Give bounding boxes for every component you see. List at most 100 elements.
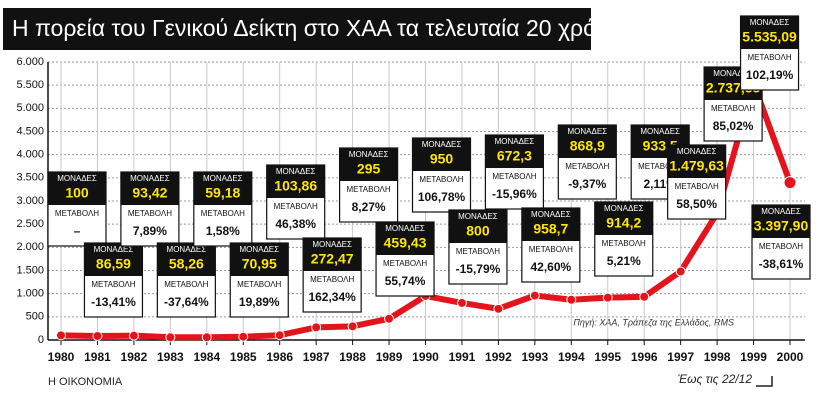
- value-label: 100: [65, 185, 89, 201]
- point: [238, 331, 249, 342]
- change-label: 42,60%: [530, 260, 571, 274]
- value-box-header: [266, 165, 325, 198]
- point: [493, 303, 504, 314]
- value-label: 103,86: [274, 178, 317, 194]
- value-box: ΜΟΝΑΔΕΣ 103,86 ΜΕΤΑΒΟΛΗ 46,38%: [266, 164, 326, 240]
- change-name: ΜΕΤΑΒΟΛΗ: [55, 209, 99, 218]
- value-box: ΜΟΝΑΔΕΣ 3.397,90 ΜΕΤΑΒΟΛΗ -38,61%: [751, 204, 811, 280]
- y-tick-label: 3.500: [16, 172, 44, 184]
- value-box-header: [485, 135, 544, 168]
- point: [92, 330, 103, 341]
- change-label: -38,61%: [759, 257, 804, 271]
- x-tick-label: 1999: [740, 350, 767, 364]
- value-label: 950: [430, 151, 454, 167]
- value-box-header: [448, 210, 507, 243]
- value-label: 459,43: [384, 235, 427, 251]
- y-tick-label: 3.000: [16, 195, 44, 207]
- point: [384, 313, 395, 324]
- change-name: ΜΕΤΑΒΟΛΗ: [274, 202, 318, 211]
- x-tick-label: 1982: [121, 350, 148, 364]
- source: Πηγή: ΧΑΑ, Τράπεζα της Ελλάδος, RMS: [573, 317, 734, 327]
- units-label: ΜΟΝΑΔΕΣ: [567, 127, 607, 136]
- value-box: ΜΟΝΑΔΕΣ 295 ΜΕΤΑΒΟΛΗ 8,27%: [339, 147, 399, 223]
- value-label: 93,42: [132, 185, 167, 201]
- change-label: 8,27%: [352, 200, 386, 214]
- change-name: ΜΕΤΑΒΟΛΗ: [675, 182, 719, 191]
- x-tick-label: 1984: [193, 350, 220, 364]
- y-tick-label: 1.500: [16, 264, 44, 276]
- chart-title: Η πορεία του Γενικού Δείκτη στο ΧΑΑ τα τ…: [12, 15, 626, 41]
- change-label: -15,79%: [456, 262, 501, 276]
- value-box-header: [339, 148, 398, 181]
- value-label: 86,59: [96, 256, 131, 272]
- units-label: ΜΟΝΑΔΕΣ: [640, 127, 680, 136]
- change-label: 106,78%: [418, 190, 466, 204]
- point: [201, 332, 212, 343]
- units-label: ΜΟΝΑΔΕΣ: [713, 69, 753, 78]
- y-tick-label: 2.500: [16, 218, 44, 230]
- change-label: –: [74, 224, 81, 238]
- value-box: ΜΟΝΑΔΕΣ 958,7 ΜΕΤΑΒΟΛΗ 42,60%: [521, 207, 581, 283]
- date-note: Έως τις 22/12: [678, 372, 753, 386]
- x-tick-label: 1981: [84, 350, 111, 364]
- change-label: 1,58%: [206, 224, 240, 238]
- units-label: ΜΟΝΑΔΕΣ: [349, 150, 389, 159]
- x-tick-label: 1994: [558, 350, 585, 364]
- point: [602, 292, 613, 303]
- value-box: ΜΟΝΑΔΕΣ 5.535,09 ΜΕΤΑΒΟΛΗ 102,19%: [739, 15, 800, 91]
- change-name: ΜΕΤΑΒΟΛΗ: [456, 247, 500, 256]
- value-label: 272,47: [311, 251, 354, 267]
- units-label: ΜΟΝΑΔΕΣ: [458, 212, 498, 221]
- value-label: 295: [357, 161, 381, 177]
- y-tick-label: 4.500: [16, 125, 44, 137]
- x-tick-label: 1986: [266, 350, 293, 364]
- x-tick-label: 1988: [339, 350, 366, 364]
- change-label: 162,34%: [308, 290, 356, 304]
- change-label: -9,37%: [568, 177, 606, 191]
- units-label: ΜΟΝΑΔΕΣ: [203, 174, 243, 183]
- y-tick-label: 5.500: [16, 79, 44, 91]
- units-label: ΜΟΝΑΔΕΣ: [167, 245, 207, 254]
- x-tick-label: 1992: [485, 350, 512, 364]
- y-tick-label: 0: [38, 334, 44, 346]
- units-label: ΜΟΝΑΔΕΣ: [495, 137, 535, 146]
- x-tick-label: 1990: [412, 350, 439, 364]
- units-label: ΜΟΝΑΔΕΣ: [750, 18, 790, 27]
- value-box: ΜΟΝΑΔΕΣ 800 ΜΕΤΑΒΟΛΗ -15,79%: [448, 209, 508, 285]
- value-label: 868,9: [570, 138, 605, 154]
- x-tick-label: 1987: [303, 350, 330, 364]
- change-name: ΜΕΤΑΒΟΛΗ: [492, 172, 536, 181]
- value-box: ΜΟΝΑΔΕΣ 272,47 ΜΕΤΑΒΟΛΗ 162,34%: [302, 237, 362, 313]
- value-box: ΜΟΝΑΔΕΣ 100 ΜΕΤΑΒΟΛΗ –: [47, 171, 107, 247]
- change-label: 102,19%: [746, 68, 794, 82]
- y-tick-label: 500: [26, 311, 44, 323]
- change-label: 46,38%: [275, 217, 316, 231]
- point: [529, 290, 540, 301]
- value-box: ΜΟΝΑΔΕΣ 86,59 ΜΕΤΑΒΟΛΗ -13,41%: [83, 242, 144, 318]
- point: [456, 297, 467, 308]
- units-label: ΜΟΝΑΔΕΣ: [385, 224, 425, 233]
- units-label: ΜΟΝΑΔΕΣ: [276, 167, 316, 176]
- x-tick-label: 1989: [376, 350, 403, 364]
- point: [639, 291, 650, 302]
- change-name: ΜΕΤΑΒΟΛΗ: [529, 245, 573, 254]
- value-label: 672,3: [497, 148, 532, 164]
- value-box-header: [752, 205, 810, 238]
- x-tick-label: 1996: [631, 350, 658, 364]
- value-box: ΜΟΝΑΔΕΣ 58,26 ΜΕΤΑΒΟΛΗ -37,64%: [156, 242, 216, 318]
- change-name: ΜΕΤΑΒΟΛΗ: [91, 280, 135, 289]
- y-tick-label: 2.000: [16, 241, 44, 253]
- change-label: 19,89%: [239, 295, 280, 309]
- value-box: ΜΟΝΑΔΕΣ 459,43 ΜΕΤΑΒΟΛΗ 55,74%: [375, 221, 435, 297]
- change-label: 85,02%: [713, 119, 754, 133]
- change-label: -37,64%: [164, 295, 209, 309]
- value-label: 58,26: [169, 256, 204, 272]
- credit: Η ΟΙΚΟΝΟΜΙΑ: [48, 376, 123, 388]
- change-name: ΜΕΤΑΒΟΛΗ: [747, 53, 791, 62]
- value-box-header: [558, 125, 617, 158]
- units-label: ΜΟΝΑΔΕΣ: [531, 210, 571, 219]
- value-box: ΜΟΝΑΔΕΣ 868,9 ΜΕΤΑΒΟΛΗ -9,37%: [557, 124, 617, 200]
- date-bracket: [756, 376, 773, 387]
- change-name: ΜΕΤΑΒΟΛΗ: [128, 209, 172, 218]
- change-label: -13,41%: [91, 295, 136, 309]
